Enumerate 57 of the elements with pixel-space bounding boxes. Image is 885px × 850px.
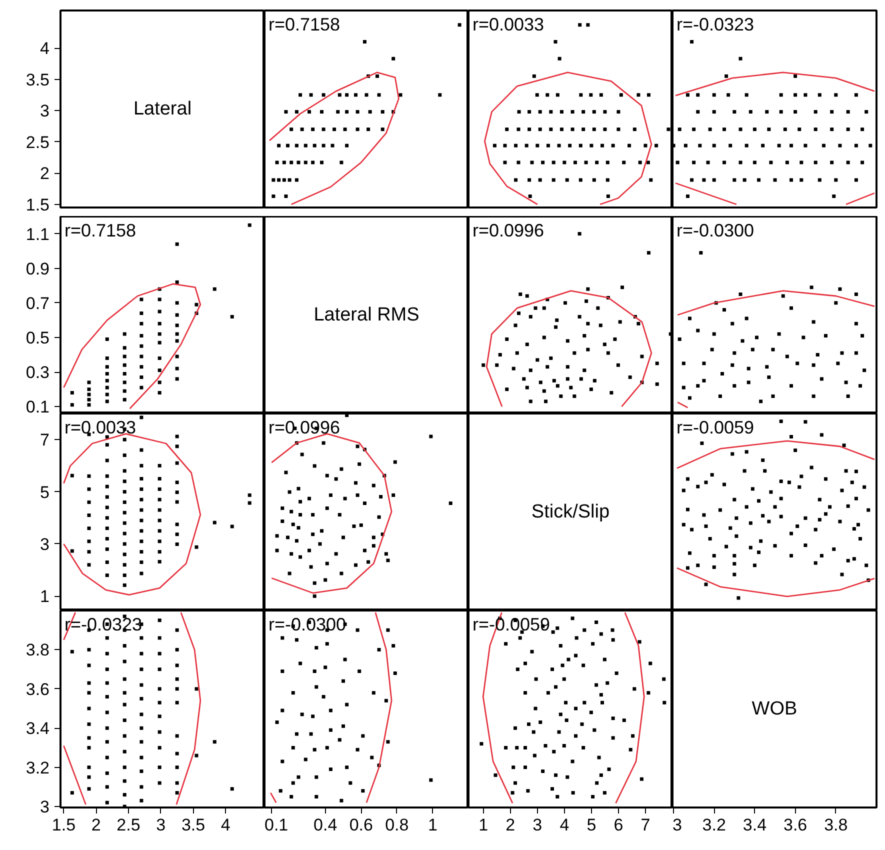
y-tick-label: 2.5 — [26, 132, 50, 152]
y-tick-label: 3 — [40, 102, 50, 121]
y-tick-label: 3.6 — [26, 680, 50, 699]
x-tick-label: 6 — [614, 816, 624, 834]
y-tick-label: 3.8 — [26, 640, 50, 660]
x-tick-label: 0.4 — [314, 816, 338, 834]
y-tick-label: 3.5 — [26, 70, 50, 90]
y-tick-label: 0.5 — [26, 328, 50, 348]
x-tick-label: 3 — [672, 816, 682, 834]
x-tick-label: 3.4 — [742, 816, 767, 834]
x-tick-label: 1 — [478, 816, 488, 834]
y-tick-label: 0.7 — [26, 294, 50, 313]
y-tick-label: 3 — [40, 534, 50, 554]
x-tick-label: 2.5 — [116, 816, 140, 834]
y-tick-label: 4 — [40, 39, 50, 58]
x-tick-label: 0.6 — [349, 816, 373, 834]
y-tick-label: 3.4 — [26, 719, 50, 738]
text: Lateral RMS — [314, 304, 420, 326]
text: WOB — [752, 698, 798, 720]
x-tick-label: 3.6 — [783, 816, 808, 834]
y-tick-label: 0.3 — [26, 363, 50, 382]
annotation: r=0.0033 — [64, 418, 136, 438]
x-tick-label: 3.5 — [181, 816, 206, 834]
annotation: r=0.7158 — [268, 14, 340, 34]
x-tick-label: 1 — [428, 816, 438, 834]
y-tick-label: 1.1 — [26, 224, 50, 244]
annotation: r=0.7158 — [64, 220, 136, 240]
annotation: r=0.0996 — [268, 418, 340, 438]
y-tick-label: 1 — [40, 587, 50, 606]
x-tick-label: 3 — [156, 816, 166, 834]
x-tick-label: 0.1 — [264, 816, 288, 834]
y-tick-label: 0.9 — [26, 259, 50, 278]
x-tick-label: 3.8 — [824, 816, 848, 834]
annotation: r=0.0996 — [472, 220, 544, 240]
text: Stick/Slip — [531, 502, 610, 522]
annotation: r=-0.0059 — [676, 418, 754, 438]
y-tick-label: 5 — [40, 482, 50, 502]
y-tick-label: 2 — [40, 164, 50, 184]
x-tick-label: 2 — [506, 816, 516, 834]
annotation: r=-0.0323 — [676, 14, 754, 34]
x-tick-label: 4 — [560, 816, 570, 834]
x-tick-label: 3.2 — [702, 816, 726, 834]
x-tick-label: 2 — [91, 816, 101, 834]
x-tick-label: 3 — [532, 816, 542, 834]
x-tick-label: 7 — [640, 816, 650, 834]
y-tick-label: 0.1 — [26, 398, 50, 417]
annotation: r=0.0033 — [472, 14, 544, 34]
x-tick-label: 0.8 — [385, 816, 409, 834]
text: Lateral — [133, 98, 192, 120]
y-tick-label: 3 — [40, 798, 50, 817]
x-tick-label: 4 — [220, 816, 230, 834]
x-tick-label: 5 — [586, 816, 596, 834]
y-tick-label: 3.2 — [26, 758, 50, 778]
annotation: r=-0.0300 — [676, 220, 754, 240]
x-tick-label: 1.5 — [52, 816, 76, 834]
y-tick-label: 1.5 — [26, 195, 50, 214]
y-tick-label: 7 — [40, 430, 50, 450]
